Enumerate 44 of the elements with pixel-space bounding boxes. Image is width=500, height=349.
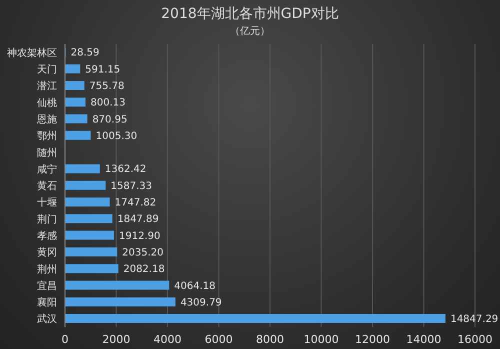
chart-subtitle: （亿元） xyxy=(229,25,271,38)
data-label: 1362.42 xyxy=(104,164,146,176)
x-tick-label: 14000 xyxy=(406,332,442,346)
data-label: 2082.18 xyxy=(123,264,165,276)
data-label: 1587.33 xyxy=(110,180,152,192)
y-tick-label: 宜昌 xyxy=(37,280,57,292)
y-tick-label: 黄冈 xyxy=(37,246,57,259)
y-tick-label: 黄石 xyxy=(37,180,57,192)
data-label: 1847.89 xyxy=(117,214,159,226)
data-label: 14847.29 xyxy=(450,314,498,326)
x-tick-label: 6000 xyxy=(204,332,233,346)
y-tick-label: 荆门 xyxy=(37,213,57,226)
data-label: 1912.90 xyxy=(119,230,160,242)
y-tick-label: 仙桃 xyxy=(37,96,57,109)
data-label: 4064.18 xyxy=(174,280,216,292)
x-tick-label: 0 xyxy=(62,332,68,346)
data-label: 870.95 xyxy=(92,114,128,126)
y-tick-label: 咸宁 xyxy=(37,163,57,176)
data-label: 4309.79 xyxy=(180,297,222,308)
data-label: 28.59 xyxy=(70,48,100,59)
y-tick-label: 武汉 xyxy=(37,313,57,326)
y-tick-label: 荆州 xyxy=(37,263,57,276)
x-tick-label: 4000 xyxy=(154,332,182,346)
data-label: 800.13 xyxy=(90,98,126,109)
x-tick-label: 2000 xyxy=(102,332,130,346)
x-tick-label: 16000 xyxy=(458,332,492,346)
y-tick-label: 神农架林区 xyxy=(7,46,57,59)
y-tick-label: 襄阳 xyxy=(37,296,57,309)
data-label: 1747.82 xyxy=(114,198,156,209)
chart-title: 2018年湖北各市州GDP对比 xyxy=(160,5,340,23)
x-tick-label: 12000 xyxy=(355,332,390,346)
data-label: 2035.20 xyxy=(122,247,164,258)
y-tick-label: 随州 xyxy=(37,146,57,159)
data-label: 591.15 xyxy=(85,64,120,76)
data-label: 755.78 xyxy=(89,81,124,92)
y-tick-label: 天门 xyxy=(37,64,57,76)
y-tick-label: 十堰 xyxy=(37,196,57,209)
y-tick-label: 孝感 xyxy=(37,230,57,242)
y-tick-label: 恩施 xyxy=(36,113,57,126)
data-label: 1005.30 xyxy=(96,130,138,142)
x-tick-label: 10000 xyxy=(304,332,339,346)
x-tick-label: 8000 xyxy=(256,332,284,346)
y-tick-label: 鄂州 xyxy=(37,130,57,142)
y-tick-label: 潜江 xyxy=(37,80,57,92)
